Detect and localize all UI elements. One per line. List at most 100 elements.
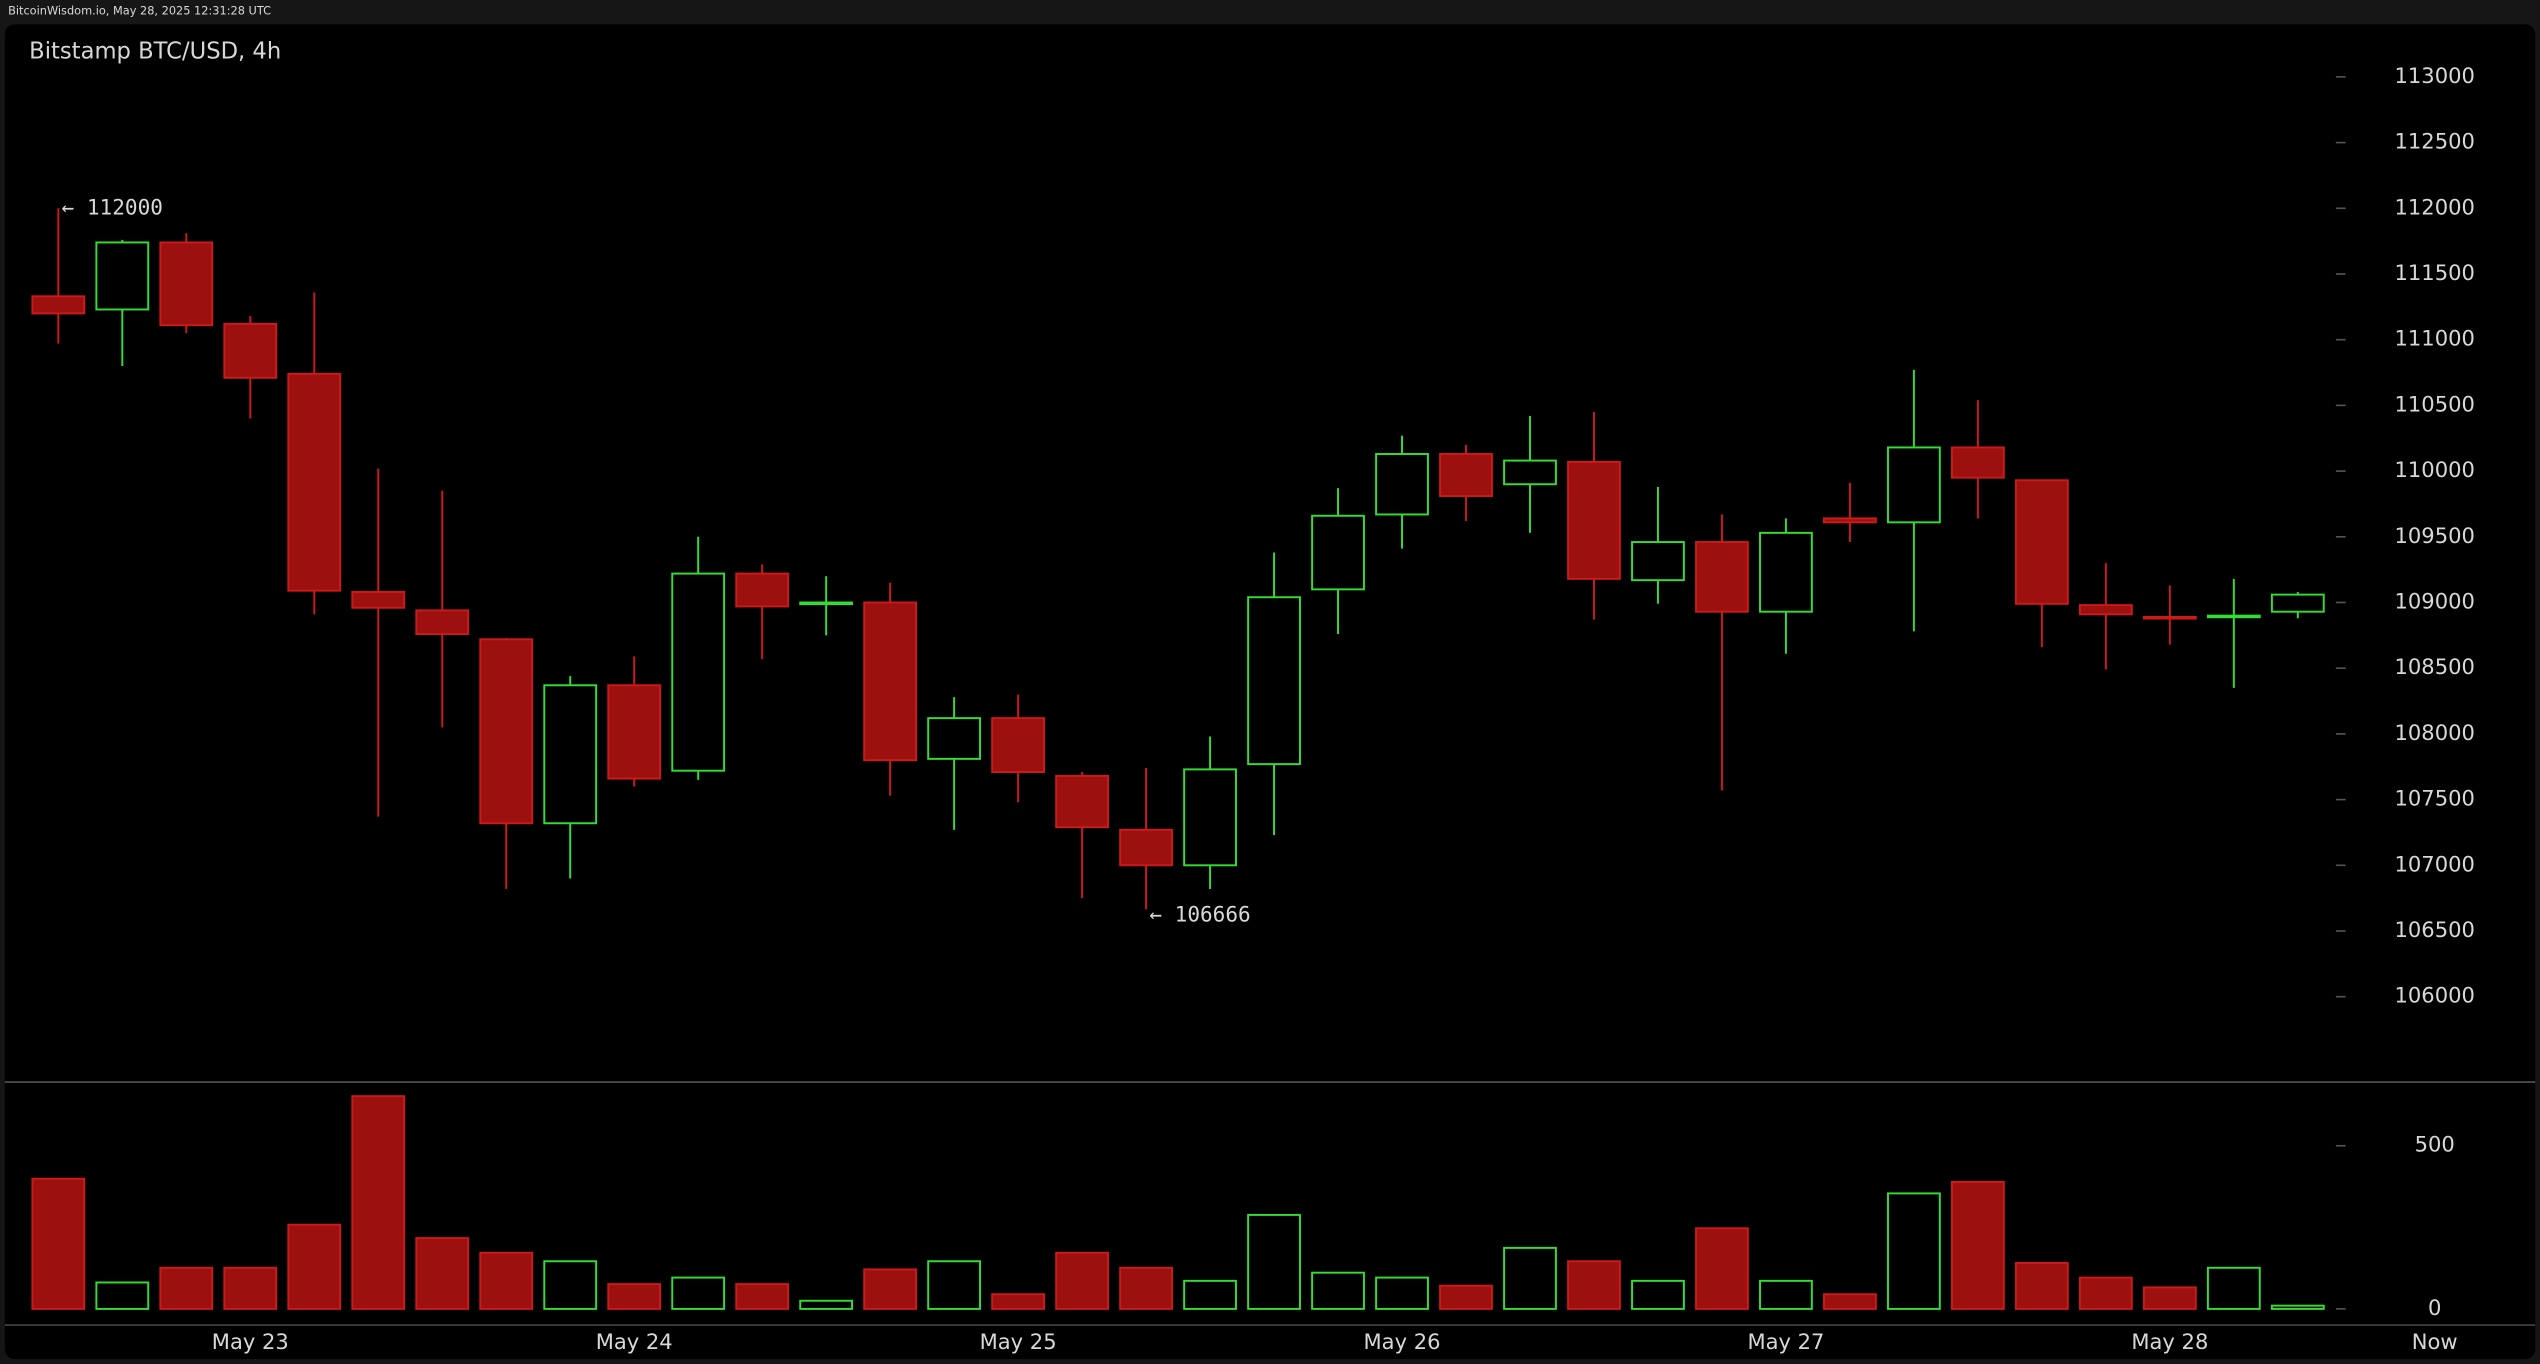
- candle-body: [735, 572, 790, 608]
- volume-bar: [1823, 1293, 1877, 1310]
- volume-bar: [287, 1223, 342, 1310]
- price-annotation: ← 106666: [1149, 902, 1250, 927]
- candle-body: [671, 572, 726, 772]
- x-tick-label: May 26: [1364, 1329, 1441, 1354]
- volume-bar: [1631, 1279, 1685, 1310]
- volume-bar: [2014, 1261, 2069, 1310]
- candle-body: [2078, 604, 2133, 616]
- candle-body: [1311, 514, 1365, 591]
- volume-bar: [543, 1260, 598, 1310]
- chart-title: Bitstamp BTC/USD, 4h: [29, 38, 281, 64]
- volume-bar: [223, 1266, 278, 1310]
- candle-body: [1119, 828, 1173, 867]
- volume-bar: [1183, 1279, 1237, 1310]
- y-tick-label: 110500: [2395, 391, 2475, 416]
- candle-body: [479, 638, 534, 825]
- y-tick-label: 109500: [2395, 523, 2475, 548]
- volume-bar: [671, 1276, 726, 1310]
- volume-bar: [735, 1283, 790, 1310]
- volume-tick-label: 500: [2415, 1132, 2455, 1157]
- candle-body: [2142, 615, 2197, 620]
- y-tick-label: 109000: [2395, 588, 2475, 613]
- volume-bar: [1439, 1284, 1493, 1310]
- candle-body: [1567, 460, 1621, 580]
- candle-body: [287, 372, 342, 592]
- candle-body: [95, 241, 150, 311]
- candle-body: [1759, 531, 1813, 613]
- volume-bar: [1695, 1227, 1749, 1310]
- candle-body: [1055, 774, 1109, 829]
- volume-bar: [1759, 1279, 1813, 1310]
- volume-bar: [2078, 1276, 2133, 1310]
- volume-bar: [1119, 1266, 1173, 1310]
- x-tick-label: May 24: [596, 1329, 673, 1354]
- candle-body: [31, 295, 86, 315]
- candle-body: [351, 591, 406, 609]
- y-tick-label: 110000: [2395, 457, 2475, 482]
- candle-body: [1887, 446, 1941, 524]
- candle-body: [415, 609, 470, 636]
- y-tick-label: 108500: [2395, 654, 2475, 679]
- y-tick-label: 112000: [2395, 194, 2475, 219]
- volume-bar: [2206, 1266, 2261, 1310]
- candle-body: [991, 717, 1045, 773]
- y-tick-label: 113000: [2395, 63, 2475, 88]
- source-label: BitcoinWisdom.io, May 28, 2025 12:31:28 …: [8, 3, 271, 17]
- price-annotation: ← 112000: [62, 194, 163, 219]
- x-tick-label: May 28: [2131, 1329, 2208, 1354]
- x-tick-label: May 23: [212, 1329, 289, 1354]
- volume-bar: [351, 1095, 406, 1310]
- volume-bar: [1247, 1213, 1301, 1310]
- candle-body: [2270, 593, 2325, 613]
- y-tick-label: 106000: [2395, 983, 2475, 1008]
- now-label: Now: [2412, 1329, 2458, 1354]
- candle-body: [159, 241, 214, 327]
- volume-bar: [31, 1177, 86, 1310]
- volume-bar: [1055, 1251, 1109, 1310]
- volume-bar: [95, 1281, 150, 1310]
- candle-body: [1439, 453, 1493, 498]
- volume-bar: [863, 1268, 918, 1310]
- volume-bar: [927, 1260, 982, 1310]
- candle-body: [1951, 446, 2005, 479]
- y-tick-label: 107500: [2395, 786, 2475, 811]
- y-tick-label: 108000: [2395, 720, 2475, 745]
- volume-bar: [1567, 1260, 1621, 1310]
- candle-body: [1247, 596, 1301, 766]
- volume-bar: [1311, 1271, 1365, 1310]
- volume-bar: [1375, 1276, 1429, 1310]
- volume-tick-label: 0: [2428, 1295, 2441, 1320]
- volume-bar: [479, 1251, 534, 1310]
- volume-bar: [2270, 1304, 2325, 1310]
- candle-body: [1823, 517, 1877, 524]
- candle-body: [607, 684, 662, 780]
- volume-bar: [2142, 1286, 2197, 1310]
- y-tick-label: 107000: [2395, 851, 2475, 876]
- y-tick-label: 106500: [2395, 917, 2475, 942]
- volume-bar: [1503, 1246, 1557, 1310]
- volume-bar: [415, 1237, 470, 1310]
- candle-body: [543, 684, 598, 825]
- candle-body: [1375, 453, 1429, 516]
- candle-body: [223, 322, 278, 379]
- volume-bar: [799, 1299, 854, 1310]
- candle-body: [2206, 614, 2261, 619]
- candle-body: [1695, 541, 1749, 613]
- candle-body: [2014, 479, 2069, 605]
- candle-body: [1183, 768, 1237, 867]
- candle-body: [863, 601, 918, 762]
- volume-bar: [1887, 1192, 1941, 1310]
- x-tick-label: May 27: [1747, 1329, 1824, 1354]
- x-tick-label: May 25: [980, 1329, 1057, 1354]
- candle-body: [927, 717, 982, 760]
- candle-body: [1631, 541, 1685, 582]
- volume-bar: [607, 1283, 662, 1310]
- volume-bar: [991, 1293, 1045, 1310]
- volume-bar: [1951, 1181, 2005, 1310]
- y-tick-label: 111500: [2395, 260, 2475, 285]
- y-tick-label: 112500: [2395, 129, 2475, 154]
- y-tick-label: 111000: [2395, 326, 2475, 351]
- candle-body: [1503, 459, 1557, 486]
